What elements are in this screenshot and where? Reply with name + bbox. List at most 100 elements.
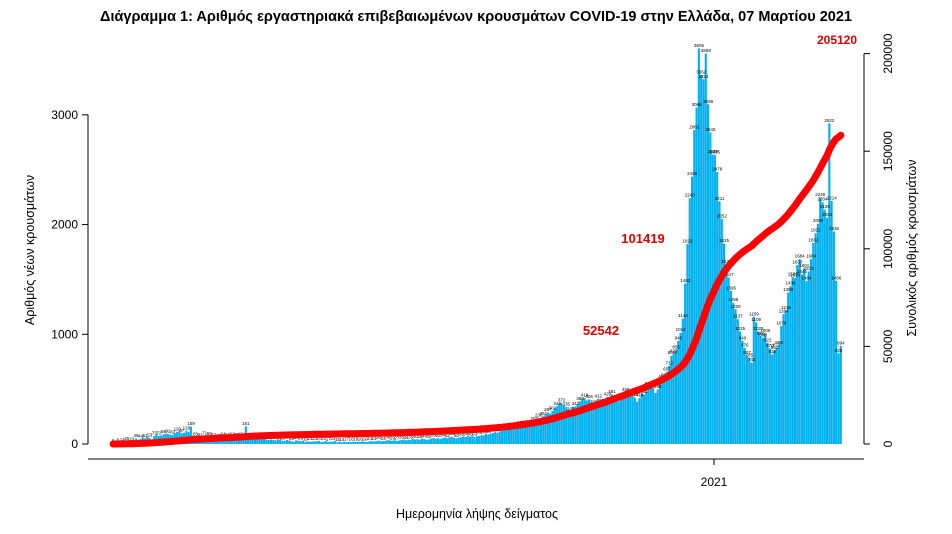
bar	[400, 440, 403, 444]
bar-value-label: 2246	[815, 192, 826, 197]
x-tick-label: 2021	[701, 475, 728, 489]
bar	[793, 277, 797, 444]
bar-value-label: 42	[426, 434, 432, 439]
bar-value-label: 71	[202, 431, 208, 436]
bar	[601, 403, 604, 444]
bar	[697, 48, 700, 445]
bar-value-label: 23	[312, 436, 318, 441]
bar-value-label: 19	[303, 436, 309, 441]
bar-value-label: 1822	[683, 239, 694, 244]
bar	[787, 292, 790, 444]
bar	[759, 336, 762, 444]
bar	[338, 441, 341, 444]
bar	[473, 437, 476, 444]
bar	[393, 440, 396, 444]
bar	[352, 441, 355, 444]
bar	[839, 345, 842, 444]
bar	[517, 426, 520, 444]
bar	[716, 172, 719, 444]
bar	[320, 442, 323, 444]
bar-value-label: 1514	[790, 272, 801, 277]
bar	[594, 400, 597, 444]
bar	[558, 403, 561, 444]
bar	[475, 436, 478, 444]
bar-value-label: 69	[207, 431, 213, 436]
bar-value-label: 72	[156, 431, 162, 436]
bar-value-label: 2211	[715, 196, 725, 201]
y-tick-label: 1000	[51, 327, 78, 341]
bar-value-label: 26	[298, 436, 304, 441]
bar	[567, 409, 570, 444]
bar	[622, 392, 625, 444]
bar	[597, 398, 600, 444]
bar	[386, 440, 389, 444]
bar	[565, 407, 568, 444]
bar	[363, 441, 366, 444]
bar-value-label: 17	[326, 437, 332, 442]
bar	[702, 79, 705, 444]
bar	[674, 350, 678, 444]
bar	[809, 259, 813, 444]
bar	[555, 406, 559, 444]
y-axis-title: Αριθμός νέων κρουσμάτων	[23, 175, 37, 325]
bar-value-label: 1144	[678, 313, 688, 318]
bar	[258, 439, 261, 444]
bar	[812, 242, 815, 444]
bar-value-label: 742	[748, 357, 756, 362]
bar-value-label: 1288	[728, 297, 739, 302]
bar-value-label: 874	[773, 343, 781, 348]
bar	[613, 396, 616, 444]
bar	[322, 441, 325, 444]
bar	[439, 438, 442, 444]
bar-value-label: 372	[558, 398, 566, 403]
bar	[819, 197, 822, 444]
bar-value-label: 3324	[699, 74, 710, 79]
bar	[482, 435, 485, 444]
bar	[489, 433, 492, 444]
bar-value-label: 74	[477, 430, 483, 435]
bar-value-label: 1159	[749, 311, 759, 316]
y2-tick-label: 50000	[881, 329, 895, 363]
bar-value-label: 287	[544, 407, 552, 412]
bar-value-label: 3605	[694, 43, 705, 48]
bar	[578, 401, 581, 444]
bar	[391, 440, 394, 444]
bar-value-label: 64	[463, 431, 469, 436]
bar	[537, 418, 540, 444]
bar	[560, 403, 563, 444]
bar-value-label: 1936	[829, 226, 840, 231]
bar	[645, 391, 648, 444]
bar	[359, 442, 362, 444]
bar	[455, 438, 458, 444]
bar-value-label: 161	[242, 421, 250, 426]
bar-value-label: 3066	[692, 102, 703, 107]
bar-value-label: 6	[112, 438, 115, 443]
bar	[546, 412, 549, 444]
y-tick-label: 2000	[51, 218, 78, 232]
bar	[336, 442, 339, 444]
bar-value-label: 62	[458, 432, 464, 437]
bar	[290, 441, 293, 444]
bar	[606, 396, 609, 444]
bar-value-label: 898	[775, 340, 783, 345]
bar-value-label: 159	[187, 421, 195, 426]
bar	[432, 437, 435, 444]
y2-tick-label: 150000	[881, 131, 895, 171]
bar-value-label: 2052	[717, 213, 728, 218]
bar	[777, 345, 781, 444]
bar-value-label: 498	[654, 384, 662, 389]
bar-value-label: 36	[385, 435, 391, 440]
bar	[713, 154, 716, 445]
bar	[718, 201, 721, 444]
bar	[260, 439, 263, 444]
bar	[679, 332, 682, 444]
bar	[256, 438, 259, 444]
bar-value-label: 1184	[779, 309, 789, 314]
bar-value-label: 28	[317, 435, 323, 440]
bar	[633, 397, 636, 444]
bar-value-label: 23	[372, 436, 378, 441]
bar	[736, 319, 739, 444]
bar	[686, 244, 689, 444]
bar-value-label: 1215	[781, 305, 792, 310]
bar	[654, 392, 657, 444]
